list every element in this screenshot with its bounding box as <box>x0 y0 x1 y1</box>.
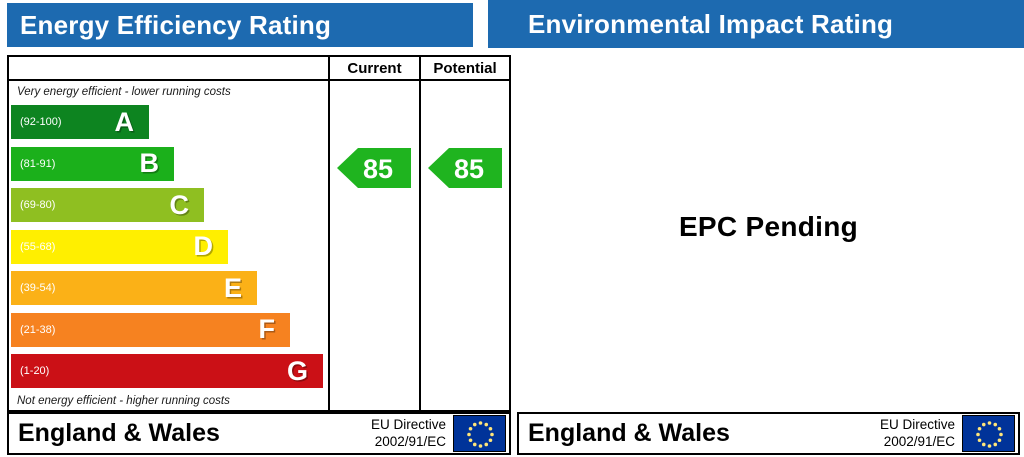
current-column-header: Current <box>347 60 402 77</box>
column-divider <box>328 57 330 410</box>
column-divider <box>419 57 421 410</box>
eu-flag-icon <box>453 415 506 452</box>
eu-directive-label: EU Directive 2002/91/EC <box>880 417 955 449</box>
energy-efficiency-chart: Current Potential Very energy efficient … <box>7 55 511 412</box>
eu-directive-label: EU Directive 2002/91/EC <box>371 417 446 449</box>
eu-flag-icon <box>962 415 1015 452</box>
england-wales-footer: England & Wales EU Directive 2002/91/EC <box>517 412 1020 455</box>
environmental-impact-header: Environmental Impact Rating <box>488 0 1024 48</box>
epc-pending-status: EPC Pending <box>678 211 859 242</box>
inefficient-note: Not energy efficient - higher running co… <box>17 395 230 407</box>
band-letter: A <box>114 106 135 137</box>
band-row-d: (55-68) D <box>11 229 228 264</box>
band-row-b: (81-91) B <box>11 146 174 181</box>
band-range: (81-91) <box>20 157 56 170</box>
band-range: (55-68) <box>20 240 56 253</box>
band-row-e: (39-54) E <box>11 271 257 305</box>
band-row-a: (92-100) A <box>11 105 149 139</box>
region-label: England & Wales <box>528 419 730 447</box>
current-rating-value: 85 <box>363 154 393 184</box>
potential-rating-value: 85 <box>454 154 484 184</box>
potential-rating-arrow: 85 <box>428 148 502 188</box>
band-range: (1-20) <box>20 365 50 377</box>
efficient-note: Very energy efficient - lower running co… <box>17 86 231 98</box>
band-letter: C <box>169 189 190 220</box>
england-wales-footer: England & Wales EU Directive 2002/91/EC <box>7 412 511 455</box>
eu-directive-line1: EU Directive <box>879 417 955 433</box>
band-range: (39-54) <box>20 282 56 294</box>
band-range: (92-100) <box>20 116 62 128</box>
energy-efficiency-title: Energy Efficiency Rating <box>20 9 332 40</box>
potential-column-header: Potential <box>433 60 497 77</box>
band-range: (69-80) <box>20 199 56 211</box>
region-label: England & Wales <box>18 419 220 447</box>
table-header-row <box>9 57 509 81</box>
eu-directive-line1: EU Directive <box>370 417 446 433</box>
band-row-g: (1-20) G <box>11 354 323 388</box>
band-letter: B <box>139 148 160 178</box>
eu-directive-line2: 2002/91/EC <box>883 433 955 449</box>
band-letter: F <box>258 314 276 344</box>
current-rating-arrow: 85 <box>337 148 411 188</box>
band-range: (21-38) <box>20 323 56 336</box>
environmental-impact-title: Environmental Impact Rating <box>528 8 894 39</box>
band-letter: G <box>286 355 308 386</box>
band-letter: D <box>193 231 214 261</box>
band-row-c: (69-80) C <box>11 188 204 222</box>
energy-efficiency-header: Energy Efficiency Rating <box>7 3 473 47</box>
band-letter: E <box>223 272 242 303</box>
band-row-f: (21-38) F <box>11 312 290 347</box>
eu-directive-line2: 2002/91/EC <box>374 433 446 449</box>
